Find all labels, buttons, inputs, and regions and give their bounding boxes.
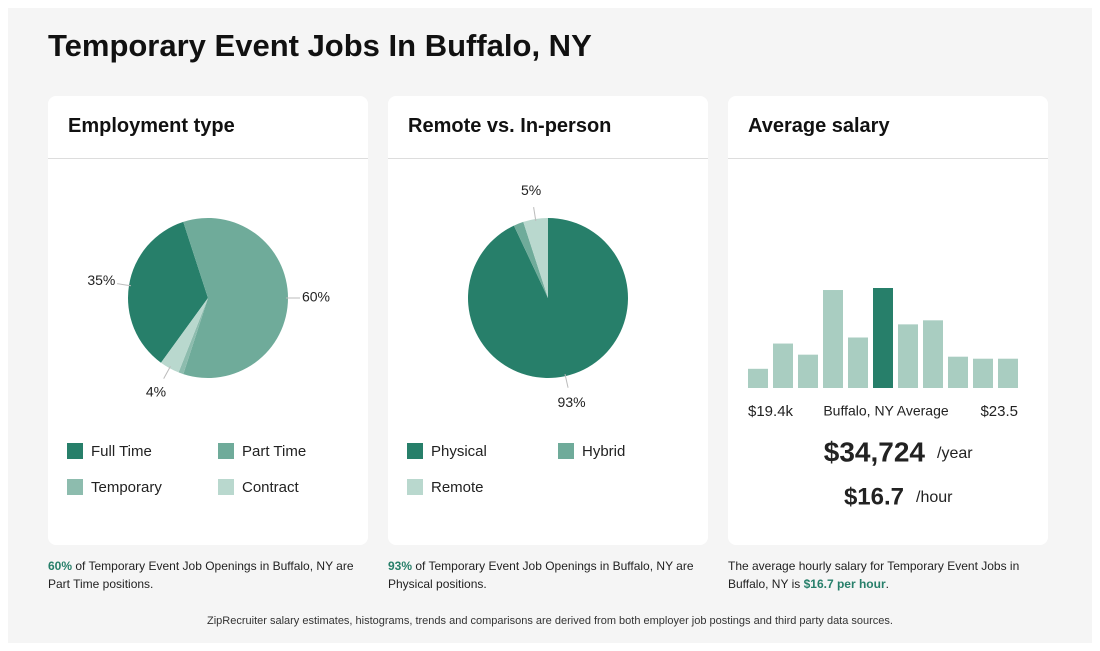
legend-label: Temporary (91, 479, 162, 496)
note-highlight: $16.7 per hour (803, 577, 886, 591)
legend-swatch (558, 443, 574, 459)
legend-label: Part Time (242, 443, 306, 460)
card-title: Employment type (68, 115, 235, 137)
card: Employment type 35% 60% 4% Full Time Part Tim… (48, 96, 368, 545)
pie-label: 35% (87, 272, 115, 288)
panel: Temporary Event Jobs In Buffalo, NY ZipR… (8, 8, 1092, 643)
pie-slice (178, 298, 208, 375)
histogram-bar (998, 358, 1018, 388)
legend-swatch (67, 443, 83, 459)
histogram-bar (748, 368, 768, 388)
pie-slice (513, 221, 548, 298)
note-text: The average hourly salary for Temporary … (728, 559, 1020, 591)
legend-swatch (218, 479, 234, 495)
note-text: . (885, 577, 889, 591)
card-divider (388, 158, 708, 159)
histogram-bar (898, 324, 918, 388)
note-highlight: 93% (388, 559, 413, 573)
card-divider (728, 158, 1048, 159)
note-highlight: 60% (48, 559, 73, 573)
legend-label: Physical (431, 443, 487, 460)
histogram-bar (973, 358, 993, 388)
pie-label: 5% (521, 182, 541, 198)
histogram-bar (823, 290, 843, 388)
histogram-bar (798, 354, 818, 388)
annual-unit: /year (937, 445, 973, 462)
note-text: of Temporary Event Job Openings in Buffa… (48, 559, 354, 591)
pie-label: 60% (302, 289, 330, 305)
legend-label: Contract (242, 479, 300, 496)
leader-line (163, 366, 171, 379)
card: Average salary $19.4k Buffalo, NY Average $… (728, 96, 1048, 545)
annual-salary: $34,724 (824, 436, 926, 467)
card-note: The average hourly salary for Temporary … (728, 557, 1048, 593)
legend-swatch (407, 443, 423, 459)
card: Remote vs. In-person 93% 5% Physical Hybrid R… (388, 96, 708, 545)
leader-line (564, 374, 569, 388)
histogram-bar (848, 337, 868, 388)
card-divider (48, 158, 368, 159)
card-title: Remote vs. In-person (408, 115, 612, 137)
pie-label: 93% (558, 394, 586, 410)
chart: 35% 60% 4% Full Time Part Time Temporary Contr… (67, 218, 330, 496)
chart: $19.4k Buffalo, NY Average $23.5 $34,724/ye… (748, 288, 1018, 510)
pie-slice (183, 218, 288, 378)
pie-slice (127, 221, 208, 363)
legend-label: Full Time (91, 443, 152, 460)
histogram-bar (923, 320, 943, 388)
leader-line (533, 207, 537, 222)
range-center: Buffalo, NY Average (823, 403, 949, 419)
card-title: Average salary (748, 115, 890, 137)
hourly-salary: $16.7 (844, 483, 904, 510)
range-min: $19.4k (748, 403, 794, 420)
legend-label: Hybrid (582, 443, 625, 460)
page-title: Temporary Event Jobs In Buffalo, NY (48, 28, 592, 63)
histogram-bar (948, 356, 968, 388)
histogram-bar (873, 288, 893, 388)
pie-label: 4% (146, 383, 166, 399)
legend-swatch (67, 479, 83, 495)
note-text: of Temporary Event Job Openings in Buffa… (388, 559, 694, 591)
card-note: 93% of Temporary Event Job Openings in B… (388, 557, 708, 593)
legend-swatch (407, 479, 423, 495)
leader-line (117, 283, 132, 287)
chart: 93% 5% Physical Hybrid Remote (407, 182, 628, 496)
card-note: 60% of Temporary Event Job Openings in B… (48, 557, 368, 593)
range-max: $23.5 (980, 403, 1018, 420)
legend-label: Remote (431, 479, 484, 496)
hourly-unit: /hour (916, 489, 953, 506)
pie-slice (160, 298, 208, 373)
pie-slice (467, 218, 628, 378)
legend-swatch (218, 443, 234, 459)
pie-slice (523, 218, 548, 298)
footer: ZipRecruiter salary estimates, histogram… (207, 615, 893, 627)
histogram-bar (773, 343, 793, 388)
